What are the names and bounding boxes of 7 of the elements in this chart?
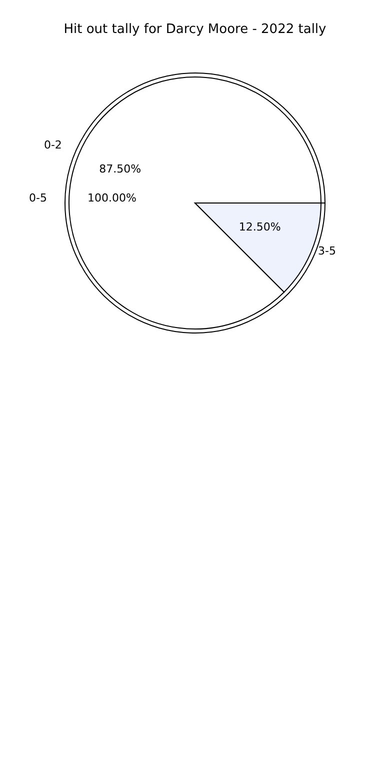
- data-label: 12.50%: [238, 220, 281, 234]
- slice-label: 3-5: [318, 244, 336, 258]
- chart-title: Hit out tally for Darcy Moore - 2022 tally: [62, 22, 328, 37]
- slice-label: 0-2: [44, 138, 62, 152]
- slice-label: 0-5: [29, 192, 47, 204]
- data-label: 87.50%: [99, 162, 142, 176]
- data-label: 100.00%: [88, 192, 136, 204]
